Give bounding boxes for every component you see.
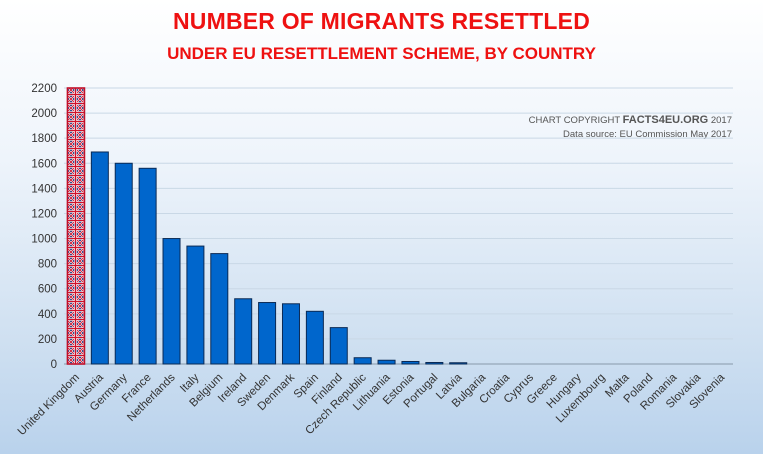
bar bbox=[66, 87, 86, 365]
y-tick-label: 200 bbox=[38, 334, 57, 346]
chart-annotation: CHART COPYRIGHT FACTS4EU.ORG 2017 Data s… bbox=[529, 113, 732, 142]
y-tick-label: 1000 bbox=[31, 234, 57, 246]
y-tick-label: 2000 bbox=[31, 108, 57, 120]
bar bbox=[401, 360, 420, 365]
y-tick-label: 1600 bbox=[31, 158, 57, 170]
bar bbox=[258, 302, 277, 365]
x-axis: United KingdomAustriaGermanyFranceNether… bbox=[16, 371, 728, 438]
bar bbox=[162, 238, 181, 365]
bar bbox=[138, 167, 157, 365]
x-tick-label: United Kingdom bbox=[16, 372, 82, 438]
data-source: Data source: EU Commission May 2017 bbox=[563, 129, 732, 140]
bar bbox=[425, 361, 444, 365]
bar bbox=[114, 162, 133, 365]
y-tick-label: 1800 bbox=[31, 133, 57, 145]
y-tick-label: 0 bbox=[51, 359, 57, 371]
bars bbox=[66, 87, 468, 365]
copyright-brand: FACTS4EU.ORG bbox=[622, 114, 709, 126]
y-tick-label: 600 bbox=[38, 284, 57, 296]
bar bbox=[234, 298, 253, 365]
y-axis: 0 200 400 600 800 1000 1200 1400 1600 1800 2000 220… bbox=[31, 83, 57, 371]
y-tick-label: 1200 bbox=[31, 208, 57, 220]
bar bbox=[353, 357, 372, 365]
y-tick-label: 800 bbox=[38, 259, 57, 271]
y-tick-label: 1400 bbox=[31, 183, 57, 195]
bar bbox=[281, 303, 300, 365]
copyright-line: CHART COPYRIGHT FACTS4EU.ORG 2017 bbox=[529, 113, 732, 128]
bar bbox=[377, 359, 396, 365]
copyright-prefix: CHART COPYRIGHT bbox=[528, 115, 623, 126]
bar bbox=[449, 362, 468, 365]
bar bbox=[90, 151, 109, 365]
bar bbox=[210, 253, 229, 365]
y-tick-label: 2200 bbox=[31, 83, 57, 95]
copyright-year: 2017 bbox=[708, 115, 732, 126]
bar bbox=[186, 245, 205, 365]
chart-subtitle: UNDER EU RESETTLEMENT SCHEME, BY COUNTRY bbox=[167, 44, 596, 63]
bar bbox=[329, 327, 348, 365]
y-tick-label: 400 bbox=[38, 309, 57, 321]
chart-title: NUMBER OF MIGRANTS RESETTLED bbox=[172, 8, 591, 34]
bar bbox=[305, 310, 324, 365]
